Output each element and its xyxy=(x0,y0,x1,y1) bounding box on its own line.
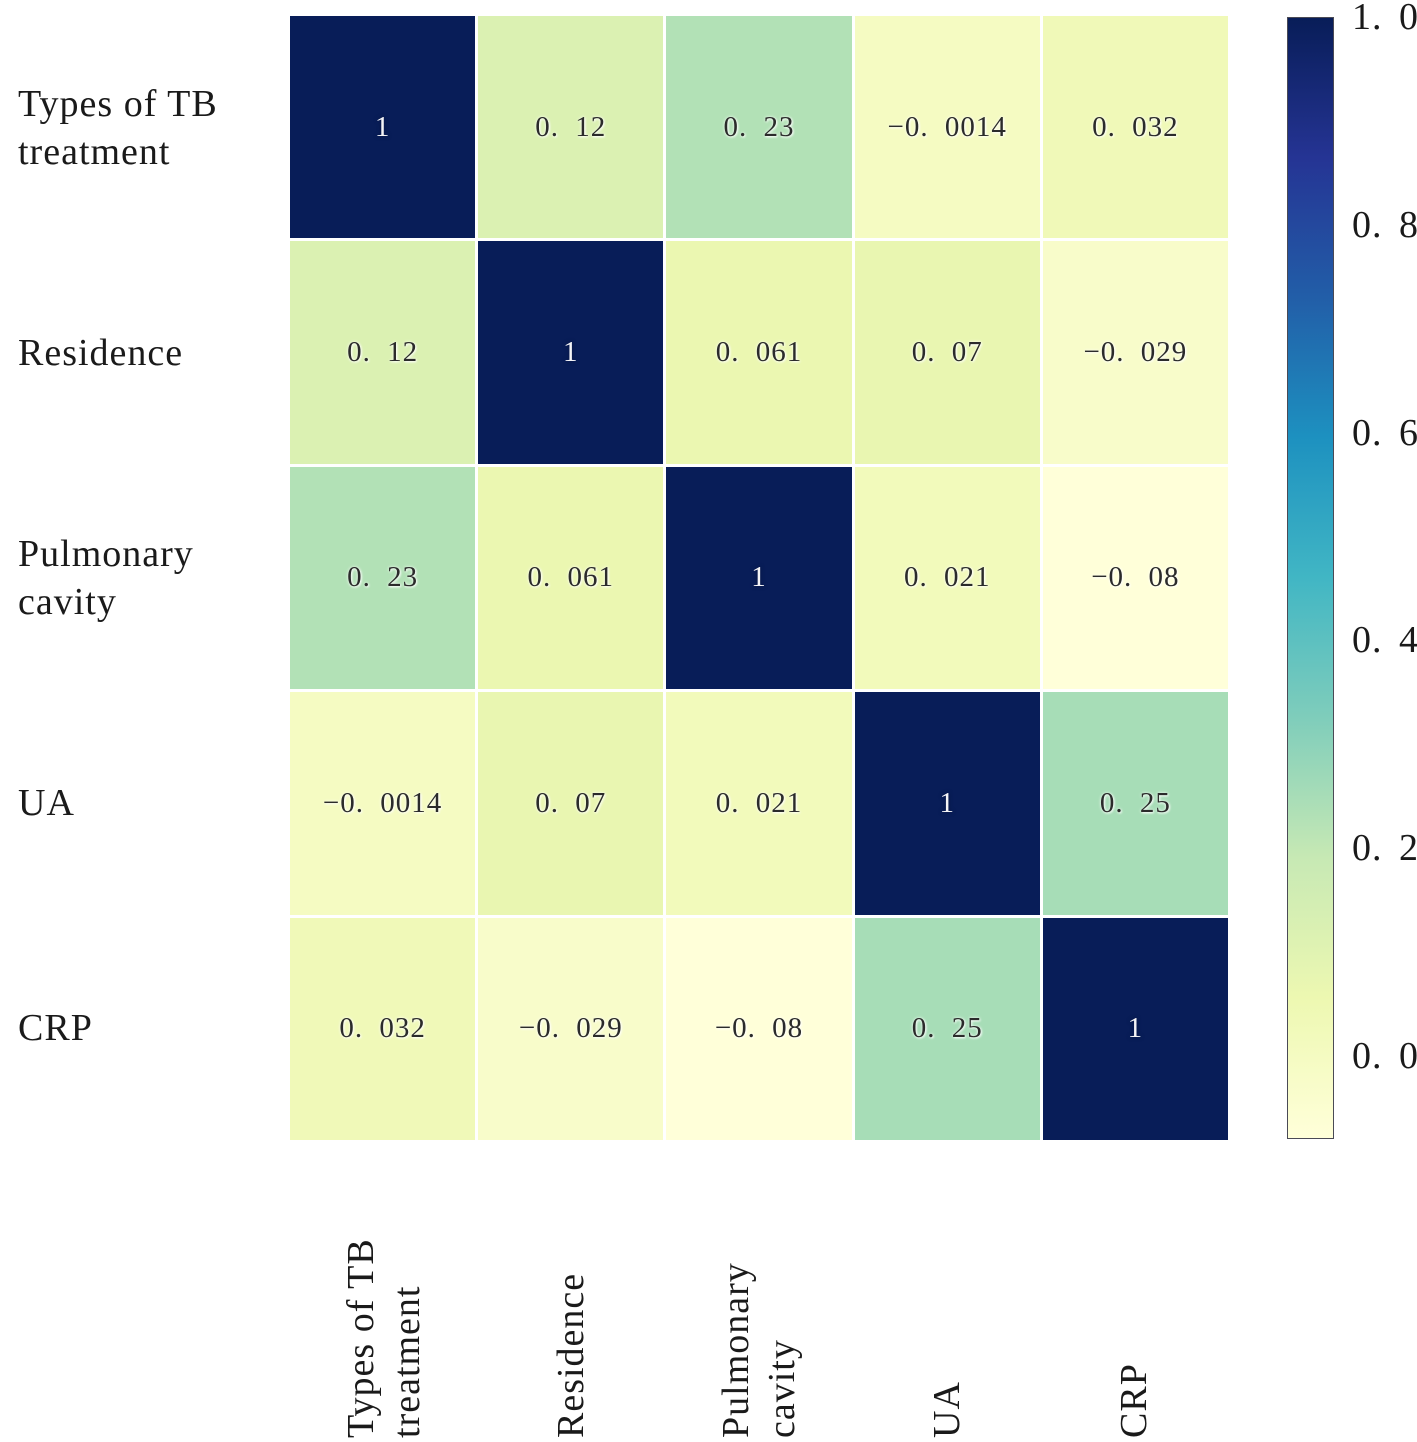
heatmap-cell: −0. 0014 xyxy=(290,692,476,915)
cell-value: 1 xyxy=(1127,1012,1144,1045)
heatmap-cell: 0. 25 xyxy=(1042,692,1228,915)
colorbar xyxy=(1287,17,1334,1139)
heatmap-cell: 1 xyxy=(666,466,852,690)
heatmap-cell: 0. 021 xyxy=(666,692,852,915)
cell-value: 0. 23 xyxy=(723,110,795,143)
colorbar-tick-label: 0. 6 xyxy=(1352,411,1417,454)
cell-value: 0. 061 xyxy=(527,561,615,594)
cell-value: −0. 08 xyxy=(1091,561,1180,594)
colorbar-tick-label: 1. 0 xyxy=(1352,0,1417,38)
heatmap-cell: 0. 021 xyxy=(854,466,1040,690)
cell-value: 0. 021 xyxy=(715,786,803,819)
heatmap-cell: 0. 07 xyxy=(854,241,1040,464)
heatmap-cell: 1 xyxy=(478,241,664,464)
heatmap-cell: 1 xyxy=(1042,917,1228,1140)
heatmap-cell: −0. 08 xyxy=(666,917,852,1140)
cell-value: 0. 07 xyxy=(535,786,607,819)
y-tick-label: CRP xyxy=(18,1006,93,1049)
x-tick-label: UA xyxy=(925,1381,968,1438)
y-tick-label: Types of TB treatment xyxy=(18,83,218,174)
cell-value: −0. 08 xyxy=(714,1012,804,1045)
cell-value: 0. 25 xyxy=(1099,786,1171,819)
heatmap-cell: −0. 0014 xyxy=(854,16,1040,239)
cell-value: 0. 23 xyxy=(347,561,419,594)
cell-value: 1 xyxy=(939,786,955,819)
cell-value: 0. 032 xyxy=(339,1012,426,1045)
heatmap-cell: 0. 25 xyxy=(854,917,1040,1140)
x-tick-label: CRP xyxy=(1113,1363,1156,1438)
x-tick-label: Residence xyxy=(550,1272,593,1438)
heatmap-cell: −0. 08 xyxy=(1042,466,1228,690)
cell-value: 0. 061 xyxy=(715,336,803,369)
colorbar-tick-label: 0. 2 xyxy=(1352,827,1417,870)
heatmap-grid: 1 0. 12 0. 23 −0. 0014 0. 032 0. 12 1 0. 061 0. … xyxy=(290,16,1228,1140)
heatmap-cell: −0. 029 xyxy=(478,917,664,1140)
heatmap-cell: 0. 061 xyxy=(478,466,664,690)
heatmap-cell: 0. 23 xyxy=(290,466,476,690)
cell-value: 0. 032 xyxy=(1092,110,1179,143)
x-tick-label: Pulmonary cavity xyxy=(715,1262,803,1438)
x-tick-label: Types of TB treatment xyxy=(339,1238,428,1438)
heatmap-cell: 1 xyxy=(854,692,1040,915)
heatmap-cell: 0. 032 xyxy=(290,917,476,1140)
cell-value: −0. 0014 xyxy=(887,110,1007,143)
heatmap-cell: 0. 061 xyxy=(666,241,852,464)
y-tick-label: UA xyxy=(18,781,75,824)
cell-value: −0. 029 xyxy=(1083,336,1188,369)
heatmap-cell: 1 xyxy=(290,16,476,239)
cell-value: 0. 12 xyxy=(347,336,419,369)
cell-value: 0. 25 xyxy=(911,1012,983,1045)
cell-value: −0. 0014 xyxy=(322,786,443,819)
y-tick-label: Residence xyxy=(18,332,184,375)
heatmap-cell: 0. 12 xyxy=(290,241,476,464)
cell-value: 1 xyxy=(751,561,767,594)
cell-value: 1 xyxy=(374,110,391,143)
colorbar-tick-label: 0. 4 xyxy=(1352,619,1417,662)
heatmap-cell: −0. 029 xyxy=(1042,241,1228,464)
colorbar-tick-label: 0. 0 xyxy=(1352,1034,1417,1077)
heatmap-cell: 0. 032 xyxy=(1042,16,1228,239)
heatmap-cell: 0. 12 xyxy=(478,16,664,239)
cell-value: 0. 07 xyxy=(911,336,983,369)
colorbar-tick-label: 0. 8 xyxy=(1352,203,1417,246)
cell-value: −0. 029 xyxy=(518,1012,623,1045)
cell-value: 0. 12 xyxy=(535,110,607,143)
heatmap-cell: 0. 23 xyxy=(666,16,852,239)
y-tick-label: Pulmonary cavity xyxy=(18,533,194,623)
heatmap-cell: 0. 07 xyxy=(478,692,664,915)
cell-value: 1 xyxy=(563,336,579,369)
cell-value: 0. 021 xyxy=(903,561,991,594)
